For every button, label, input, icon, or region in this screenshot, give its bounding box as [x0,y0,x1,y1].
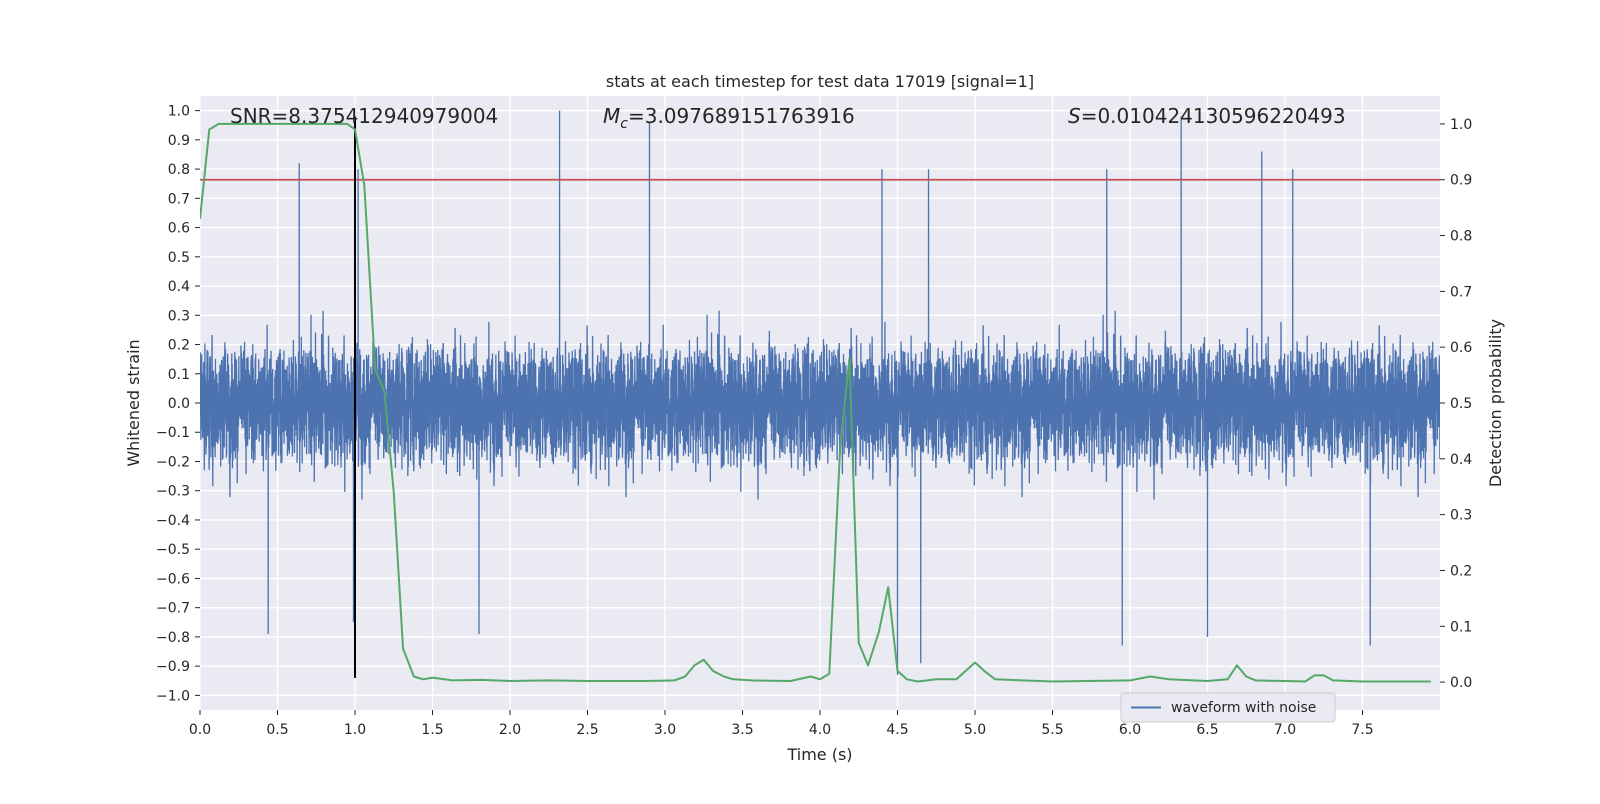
chirp-mass-value: =3.097689151763916 [628,104,855,128]
y-left-tick-label-16: −0.6 [156,571,190,587]
y-left-tick-label-8: 0.2 [168,338,190,354]
y-left-tick-label-11: −0.1 [156,425,190,441]
legend-label-waveform: waveform with noise [1171,700,1316,716]
y-left-tick-label-12: −0.2 [156,454,190,470]
y-right-tick-label-7: 0.3 [1450,508,1472,524]
chirp-mass-subscript: c [620,116,628,132]
y-left-tick-label-15: −0.5 [156,542,190,558]
x-tick-label-4: 2.0 [499,722,521,738]
y-left-axis-label: Whitened strain [124,339,143,466]
chirp-mass-symbol: M [603,104,620,128]
y-left-tick-label-10: 0.0 [168,396,190,412]
y-right-tick-label-1: 0.9 [1450,173,1472,189]
s-value: =0.010424130596220493 [1081,104,1346,128]
x-tick-label-13: 6.5 [1196,722,1218,738]
waveform-line [200,110,1440,675]
y-right-tick-label-9: 0.1 [1450,619,1472,635]
x-tick-label-15: 7.5 [1351,722,1373,738]
legend: waveform with noise [1120,692,1336,723]
waveform-with-noise [200,110,1440,675]
chirp-mass-annotation: Mc=3.097689151763916 [603,104,855,132]
x-tick-label-1: 0.5 [266,722,288,738]
y-left-tick-label-14: −0.4 [156,513,190,529]
x-tick-label-9: 4.5 [886,722,908,738]
y-right-tick-label-6: 0.4 [1450,452,1472,468]
x-tick-label-5: 2.5 [576,722,598,738]
legend-box [1120,692,1336,723]
x-axis-label: Time (s) [786,745,852,764]
y-right-tick-label-2: 0.8 [1450,229,1472,245]
y-right-tick-label-0: 1.0 [1450,117,1472,133]
y-right-tick-label-3: 0.7 [1450,284,1472,300]
x-tick-label-10: 5.0 [964,722,986,738]
y-left-tick-label-5: 0.5 [168,250,190,266]
y-left-tick-label-6: 0.4 [168,279,190,295]
x-tick-label-0: 0.0 [189,722,211,738]
y-left-tick-label-2: 0.8 [168,162,190,178]
y-right-tick-label-8: 0.2 [1450,563,1472,579]
x-tick-label-3: 1.5 [421,722,443,738]
x-tick-label-8: 4.0 [809,722,831,738]
y-left-tick-label-9: 0.1 [168,367,190,383]
y-right-axis-label: Detection probability [1486,319,1505,487]
y-right-tick-label-4: 0.6 [1450,340,1472,356]
y-left-tick-label-17: −0.7 [156,601,190,617]
x-tick-label-7: 3.5 [731,722,753,738]
y-right-axis-ticks: 1.0 0.9 0.8 0.7 0.6 0.5 0.4 0.3 0.2 0.1 0.0 [1440,117,1472,691]
y-left-tick-label-19: −0.9 [156,659,190,675]
x-tick-label-11: 5.5 [1041,722,1063,738]
x-tick-label-6: 3.0 [654,722,676,738]
snr-annotation: SNR=8.375412940979004 [230,104,498,128]
x-axis-ticks: 0.0 0.5 1.0 1.5 2.0 2.5 3.0 3.5 4.0 4.5 5.0 5.5 6.0 6… [189,710,1374,738]
y-left-tick-label-3: 0.7 [168,191,190,207]
detection-probability-line [200,122,1431,683]
y-left-tick-label-7: 0.3 [168,308,190,324]
s-symbol: S [1068,104,1081,128]
overlay-lines [200,116,1440,683]
y-left-tick-label-18: −0.8 [156,630,190,646]
s-annotation: S=0.010424130596220493 [1068,104,1346,128]
x-tick-label-2: 1.0 [344,722,366,738]
y-left-tick-label-13: −0.3 [156,484,190,500]
y-left-axis-ticks: 1.0 0.9 0.8 0.7 0.6 0.5 0.4 0.3 0.2 0.1 0.0 −0.1 −0.… [156,104,200,704]
chart-title: stats at each timestep for test data 170… [606,72,1034,91]
x-tick-label-12: 6.0 [1119,722,1141,738]
y-left-tick-label-1: 0.9 [168,133,190,149]
y-right-tick-label-5: 0.5 [1450,396,1472,412]
y-left-tick-label-4: 0.6 [168,221,190,237]
y-right-tick-label-10: 0.0 [1450,675,1472,691]
y-left-tick-label-20: −1.0 [156,688,190,704]
x-tick-label-14: 7.0 [1274,722,1296,738]
y-left-tick-label-0: 1.0 [168,104,190,120]
